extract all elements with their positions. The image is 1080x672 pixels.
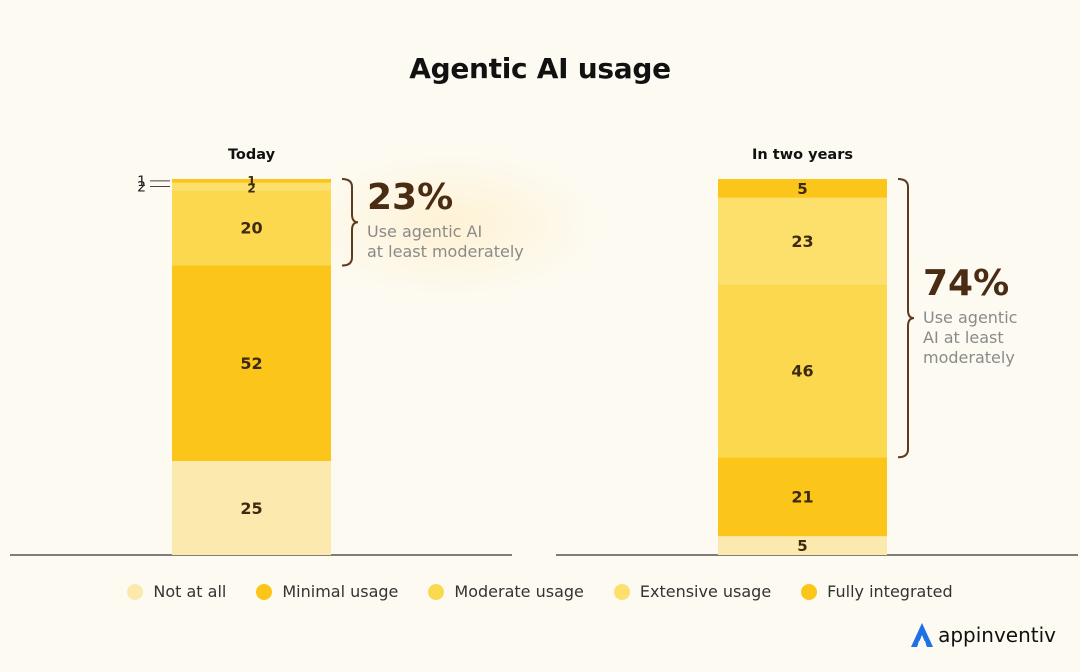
data-label-two-years-moderate-usage: 46 — [791, 362, 813, 381]
annotation-text-two-years: AI at least — [923, 328, 1004, 347]
bar-segment-today-extensive-usage — [172, 182, 331, 191]
annotation-text-today: Use agentic AI — [367, 222, 482, 241]
annotation-text-today: at least moderately — [367, 242, 524, 261]
appinventiv-logo: appinventiv — [910, 622, 1056, 648]
legend-item-minimal: Minimal usage — [256, 582, 398, 601]
logo-mark-icon — [911, 623, 934, 647]
bar-segment-today-not-at-all — [172, 461, 331, 555]
annotation-text-two-years: moderately — [923, 348, 1015, 367]
logo-text: appinventiv — [938, 623, 1056, 647]
category-label-today: Today — [228, 147, 276, 163]
legend-label: Minimal usage — [282, 582, 399, 601]
data-label-today-extensive-usage: 2 — [247, 182, 255, 196]
annotation-glow — [300, 150, 600, 300]
callout-label-fully-integrated: 1 — [137, 174, 146, 190]
legend-label: Moderate usage — [454, 582, 584, 601]
legend-label: Fully integrated — [827, 582, 953, 601]
data-label-two-years-fully-integrated: 5 — [797, 180, 807, 198]
bar-segment-two-years-fully-integrated — [718, 179, 887, 198]
legend-item-moderate: Moderate usage — [428, 582, 584, 601]
legend-item-fully-integrated: Fully integrated — [801, 582, 953, 601]
annotation-percent-two-years: 74% — [923, 263, 1009, 304]
data-label-two-years-minimal-usage: 21 — [791, 487, 813, 506]
legend: Not at all Minimal usage Moderate usage … — [0, 582, 1080, 601]
callout-label-extensive-usage: 2 — [137, 180, 146, 196]
data-label-today-not-at-all: 25 — [240, 499, 262, 518]
legend-swatch — [256, 583, 273, 600]
bracket-two-years — [897, 178, 915, 459]
bar-segment-today-fully-integrated — [172, 179, 331, 183]
data-label-today-moderate-usage: 20 — [240, 219, 262, 238]
legend-item-extensive: Extensive usage — [613, 582, 772, 601]
annotation-text-two-years: Use agentic — [923, 308, 1017, 327]
data-label-today-minimal-usage: 52 — [240, 354, 262, 373]
bar-segment-two-years-minimal-usage — [718, 457, 887, 537]
legend-label: Extensive usage — [639, 582, 772, 601]
legend-swatch — [127, 583, 144, 600]
bar-segment-today-moderate-usage — [172, 190, 331, 266]
legend-item-not-at-all: Not at all — [127, 582, 226, 601]
data-label-today-fully-integrated: 1 — [247, 174, 255, 188]
bar-segment-two-years-moderate-usage — [718, 284, 887, 458]
annotation-percent-today: 23% — [367, 177, 453, 218]
legend-label: Not at all — [153, 582, 227, 601]
bracket-today — [341, 178, 359, 267]
legend-swatch — [428, 583, 445, 600]
legend-swatch — [801, 583, 818, 600]
data-label-two-years-not-at-all: 5 — [797, 537, 807, 555]
legend-swatch — [613, 583, 630, 600]
data-label-two-years-extensive-usage: 23 — [791, 232, 813, 251]
bar-segment-two-years-extensive-usage — [718, 197, 887, 285]
bar-segment-two-years-not-at-all — [718, 536, 887, 555]
category-label-two-years: In two years — [752, 147, 853, 163]
chart-title: Agentic AI usage — [409, 52, 671, 85]
bar-segment-today-minimal-usage — [172, 265, 331, 461]
